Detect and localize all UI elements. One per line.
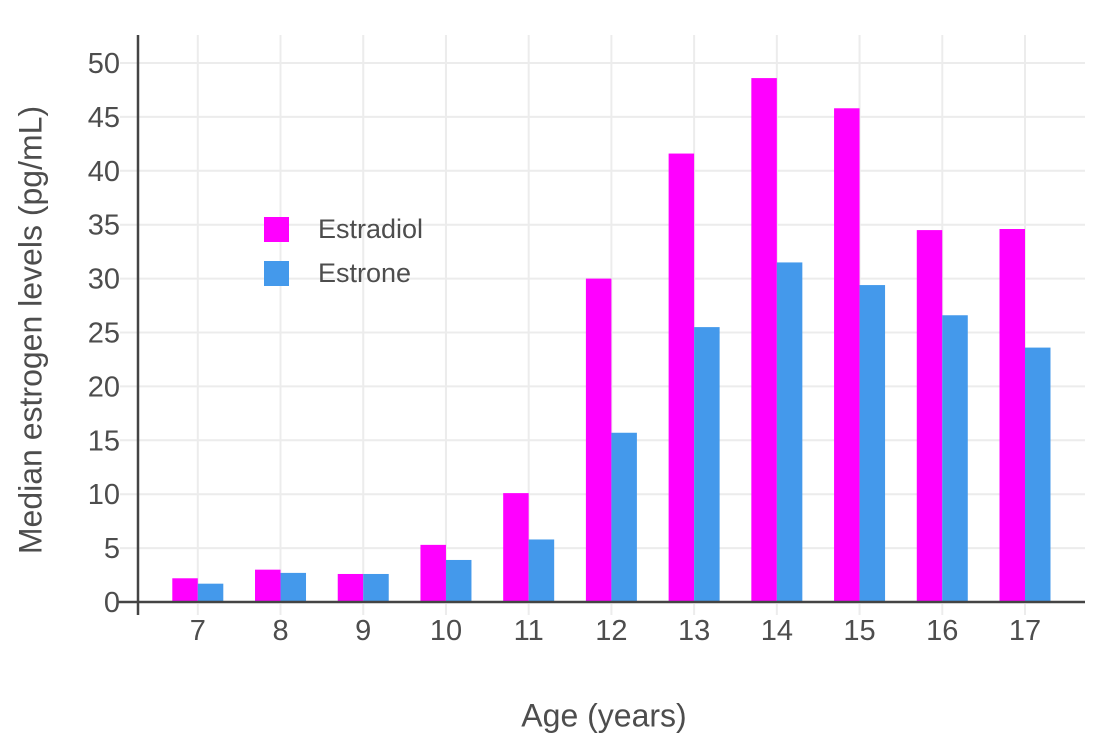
legend-item-estradiol: Estradiol — [264, 214, 423, 245]
y-tick-labels: 0 5 10 15 20 25 30 35 40 45 50 — [88, 48, 120, 619]
bar-estradiol-age-9 — [337, 573, 364, 602]
x-tick-label-14: 14 — [761, 615, 793, 647]
bar-estradiol-age-8 — [255, 569, 281, 602]
y-tick-label-45: 45 — [88, 102, 120, 134]
bar-estrone-age-17 — [1025, 347, 1051, 602]
bar-estrone-age-15 — [859, 285, 886, 602]
bar-estradiol-age-7 — [172, 578, 198, 602]
y-tick-label-10: 10 — [88, 479, 120, 511]
legend-label-estrone: Estrone — [318, 258, 412, 288]
y-tick-label-30: 30 — [88, 264, 120, 296]
x-axis-title: Age (years) — [521, 697, 687, 734]
bar-estrone-age-8 — [280, 572, 307, 602]
x-tick-label-8: 8 — [272, 615, 288, 647]
bar-estrone-age-13 — [694, 327, 720, 602]
x-tick-label-15: 15 — [843, 615, 875, 647]
legend: Estradiol Estrone — [264, 214, 423, 289]
legend-swatch-estradiol — [264, 217, 289, 242]
legend-label-estradiol: Estradiol — [318, 214, 424, 244]
x-tick-label-12: 12 — [595, 615, 627, 647]
x-tick-label-7: 7 — [190, 615, 206, 647]
y-tick-label-5: 5 — [104, 533, 120, 565]
y-tick-label-50: 50 — [88, 48, 120, 80]
axis-lines — [118, 35, 1085, 615]
x-tick-label-16: 16 — [926, 615, 958, 647]
bar-estradiol-age-12 — [585, 278, 612, 602]
bar-estradiol-age-16 — [916, 230, 943, 602]
bars — [172, 78, 1051, 603]
bar-estradiol-age-13 — [668, 153, 695, 602]
bar-estrone-age-9 — [363, 573, 389, 602]
x-tick-label-9: 9 — [355, 615, 371, 647]
bar-estradiol-age-17 — [999, 229, 1025, 602]
bar-estradiol-age-14 — [751, 78, 777, 603]
bar-estrone-age-11 — [528, 539, 555, 602]
bar-estrone-age-7 — [197, 583, 224, 602]
y-axis-title: Median estrogen levels (pg/mL) — [12, 105, 49, 555]
x-tick-label-13: 13 — [678, 615, 710, 647]
bar-estrone-age-10 — [445, 559, 472, 602]
y-tick-label-40: 40 — [88, 156, 120, 188]
bar-estradiol-age-11 — [503, 493, 529, 602]
bar-estrone-age-14 — [776, 262, 803, 602]
x-tick-label-10: 10 — [430, 615, 462, 647]
y-tick-label-25: 25 — [88, 318, 120, 350]
x-tick-label-17: 17 — [1009, 615, 1041, 647]
y-tick-label-35: 35 — [88, 210, 120, 242]
bar-estrone-age-12 — [611, 432, 637, 602]
y-tick-label-20: 20 — [88, 371, 120, 403]
axis-ticks — [120, 62, 1026, 615]
x-tick-label-11: 11 — [514, 615, 544, 647]
bar-estradiol-age-15 — [834, 108, 860, 602]
legend-item-estrone: Estrone — [264, 258, 423, 289]
bar-estradiol-age-10 — [420, 544, 446, 602]
y-tick-label-15: 15 — [88, 425, 120, 457]
bar-estrone-age-16 — [942, 315, 968, 602]
x-tick-labels: 7 8 9 10 11 12 13 14 15 16 17 — [190, 615, 1041, 647]
legend-swatch-estrone — [264, 261, 289, 286]
y-tick-label-0: 0 — [104, 587, 120, 619]
